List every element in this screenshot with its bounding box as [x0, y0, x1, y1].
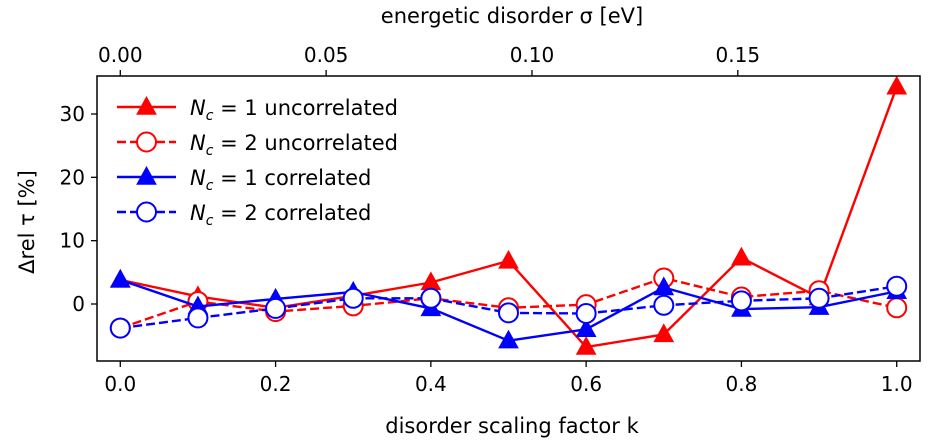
data-point	[887, 298, 906, 317]
data-point	[266, 299, 285, 318]
top-x-tick-label: 0.00	[98, 43, 143, 67]
legend-item-4: Nc = 2 correlated	[117, 201, 371, 229]
x-tick-label: 0.2	[260, 372, 292, 396]
x-axis-top-label: energetic disorder σ [eV]	[381, 4, 643, 28]
data-point	[887, 77, 906, 94]
data-point	[421, 289, 440, 308]
data-point	[810, 289, 829, 308]
legend-marker	[137, 203, 156, 222]
data-point	[499, 251, 518, 268]
data-point	[188, 308, 207, 327]
data-point	[887, 277, 906, 296]
legend-label: Nc = 2 correlated	[190, 201, 371, 229]
top-x-tick-label: 0.10	[510, 43, 555, 67]
top-x-tick-label: 0.05	[304, 43, 349, 67]
legend-marker	[137, 133, 156, 152]
legend-item-2: Nc = 2 uncorrelated	[117, 131, 398, 159]
legend-marker	[137, 97, 156, 114]
x-tick-label: 0.4	[415, 372, 447, 396]
x-tick-label: 0.0	[104, 372, 136, 396]
axes-group: 0.0 0.2 0.4 0.6 0.8 1.0 0.00 0.05 0.10 0.15 0 10 20 3…	[60, 43, 913, 396]
data-point	[577, 304, 596, 323]
legend-label: Nc = 1 uncorrelated	[190, 96, 398, 124]
legend-item-1: Nc = 1 uncorrelated	[117, 96, 398, 124]
y-tick-label: 30	[60, 102, 85, 126]
x-tick-label: 0.6	[570, 372, 602, 396]
y-axis-label: Δrel τ [%]	[15, 170, 39, 274]
x-tick-label: 1.0	[881, 372, 913, 396]
y-tick-label: 10	[60, 229, 85, 253]
x-axis-bottom-label: disorder scaling factor k	[385, 414, 639, 438]
data-point	[344, 289, 363, 308]
y-tick-label: 20	[60, 165, 85, 189]
legend-label: Nc = 1 correlated	[190, 166, 371, 194]
x-tick-label: 0.8	[726, 372, 758, 396]
legend-marker	[137, 167, 156, 184]
y-tick-label: 0	[72, 292, 85, 316]
data-point	[499, 303, 518, 322]
data-point	[732, 248, 751, 265]
legend-item-3: Nc = 1 correlated	[117, 166, 371, 194]
data-point	[111, 270, 130, 287]
legend: Nc = 1 uncorrelated Nc = 2 uncorrelated Nc…	[117, 96, 398, 229]
data-point	[654, 296, 673, 315]
top-x-tick-label: 0.15	[716, 43, 761, 67]
data-point	[111, 319, 130, 338]
legend-label: Nc = 2 uncorrelated	[190, 131, 398, 159]
data-point	[732, 291, 751, 310]
